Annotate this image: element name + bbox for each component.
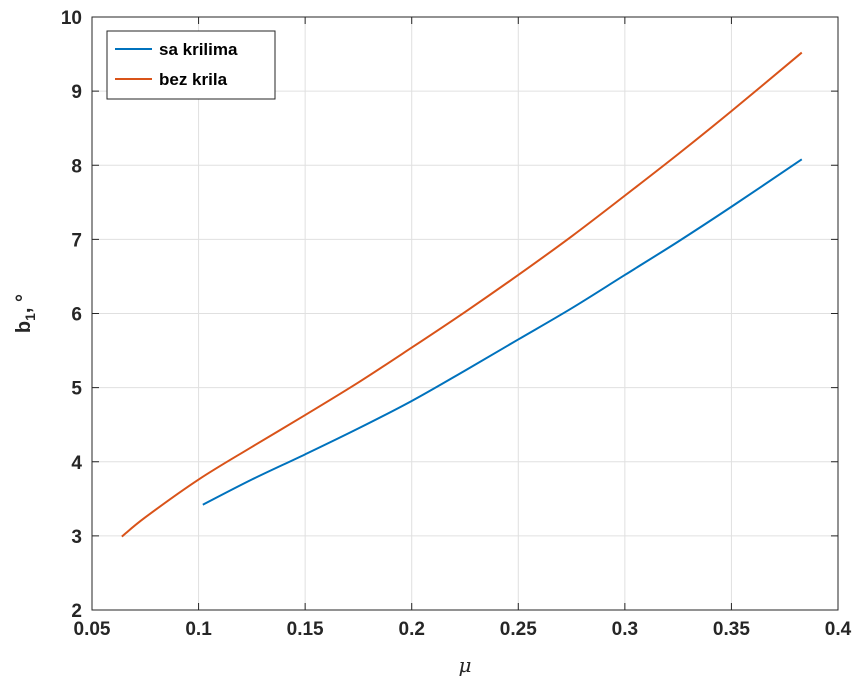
y-tick-label: 6 <box>71 305 82 326</box>
y-tick-label: 8 <box>71 156 82 177</box>
series-line-bez-krila <box>121 51 803 538</box>
series-line-sa-krilima <box>202 158 803 506</box>
legend-entry-sa-krilima: sa krilima <box>159 40 238 59</box>
ticks <box>91 16 839 611</box>
y-tick-label: 10 <box>61 8 82 29</box>
y-tick-labels: 2 3 4 5 6 7 8 9 10 <box>61 8 83 622</box>
y-tick-label: 9 <box>71 82 82 103</box>
x-axis-label: μ <box>459 653 472 677</box>
y-tick-label: 2 <box>71 601 82 622</box>
legend-box <box>106 30 276 100</box>
y-tick-label: 5 <box>71 379 82 400</box>
x-tick-label: 0.25 <box>500 619 537 640</box>
x-tick-label: 0.15 <box>287 619 324 640</box>
x-tick-label: 0.1 <box>185 619 212 640</box>
y-axis-label: b1, ° <box>13 294 38 333</box>
x-tick-label: 0.35 <box>713 619 750 640</box>
y-tick-label: 7 <box>71 230 82 251</box>
legend: sa krilima bez krila <box>106 30 276 100</box>
y-axis-label-subscript: 1 <box>22 313 38 321</box>
x-tick-label: 0.4 <box>825 619 852 640</box>
legend-entry-bez-krila: bez krila <box>159 70 228 89</box>
x-tick-label: 0.2 <box>399 619 425 640</box>
x-tick-labels: 0.05 0.1 0.15 0.2 0.25 0.3 0.35 0.4 <box>74 619 852 640</box>
y-tick-label: 4 <box>71 453 82 474</box>
y-tick-label: 3 <box>71 527 82 548</box>
y-axis-label-tail: , ° <box>13 294 35 313</box>
x-tick-label: 0.05 <box>74 619 111 640</box>
series-layer <box>121 51 803 538</box>
y-axis-label-main: b <box>13 321 35 333</box>
x-tick-label: 0.3 <box>612 619 638 640</box>
